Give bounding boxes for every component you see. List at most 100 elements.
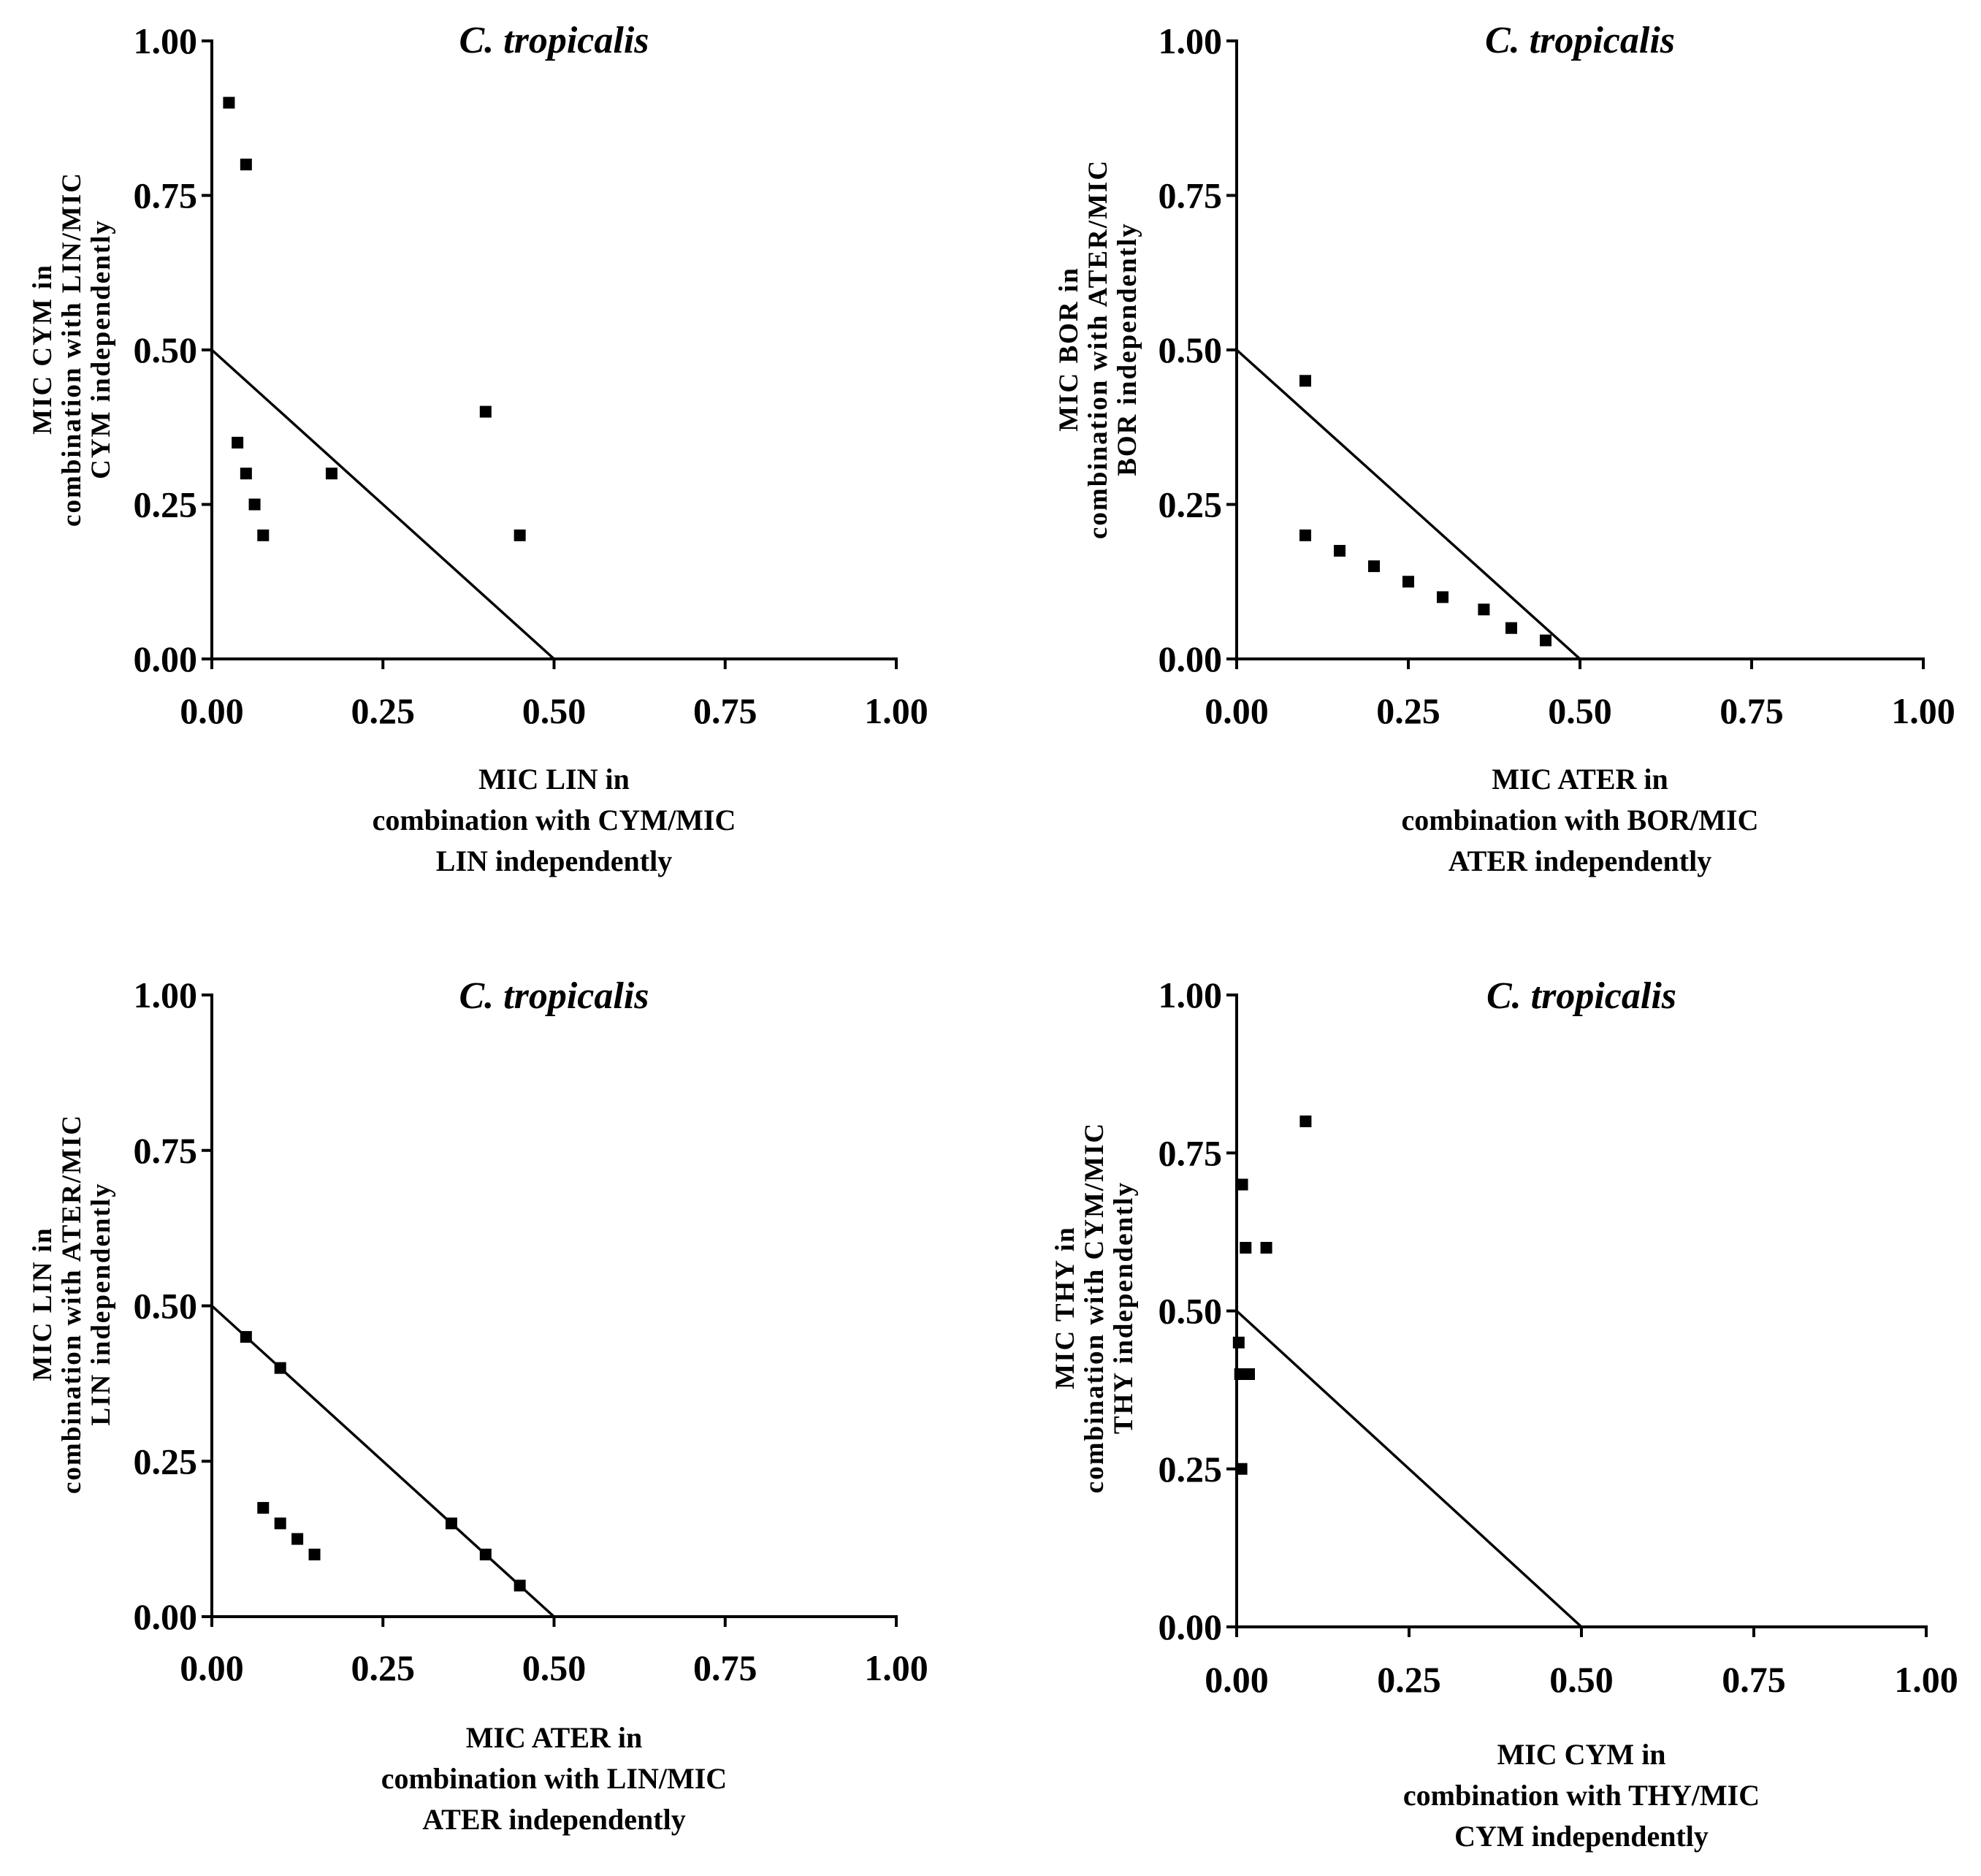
y-tick-label: 0.25 — [1159, 1449, 1223, 1490]
data-point — [1232, 1336, 1245, 1349]
data-point — [325, 468, 337, 480]
y-axis-label: MIC LIN in — [28, 1227, 58, 1381]
y-tick-label: 0.50 — [1159, 329, 1223, 370]
data-point — [1368, 560, 1380, 573]
data-point — [232, 436, 244, 449]
x-axis-label: combination with BOR/MIC — [1402, 804, 1759, 836]
additivity-line — [1235, 1310, 1583, 1628]
y-tick-label: 1.00 — [1159, 20, 1223, 61]
x-tick-label: 0.25 — [1377, 1659, 1441, 1700]
y-tick-label: 0.00 — [134, 1596, 198, 1637]
y-tick-label: 0.75 — [134, 175, 198, 216]
y-tick-label: 0.00 — [1159, 1606, 1223, 1647]
data-point — [479, 1548, 492, 1560]
data-point — [1260, 1242, 1272, 1254]
chart-title: C. tropicalis — [1486, 975, 1676, 1017]
y-tick-label: 0.25 — [134, 1441, 198, 1482]
data-point — [1334, 544, 1346, 557]
chart-panel-cym-lin: 0.00 0.25 0.50 0.75 1.00 0.00 0.25 0.50 0.75 1.00… — [28, 20, 928, 877]
y-tick-label: 0.50 — [134, 1286, 198, 1327]
chart-title: C. tropicalis — [459, 20, 649, 61]
y-tick-label: 1.00 — [134, 975, 198, 1015]
y-tick-label: 0.75 — [1159, 1132, 1223, 1173]
data-point — [514, 1579, 526, 1592]
y-axis-label: THY independently — [1109, 1181, 1139, 1434]
data-point — [1505, 622, 1517, 634]
data-point — [223, 96, 235, 109]
data-point — [274, 1517, 286, 1530]
x-tick-label: 1.00 — [864, 690, 928, 731]
data-point — [257, 529, 270, 541]
chart-panel-thy-cym: 0.00 0.25 0.50 0.75 1.00 0.00 0.25 0.50 0.75 1.00… — [1050, 975, 1958, 1853]
additivity-line — [210, 1305, 555, 1618]
x-tick-label: 0.50 — [1548, 690, 1612, 731]
y-axis-label: CYM independently — [86, 219, 116, 479]
y-axis-label: MIC THY in — [1050, 1226, 1080, 1389]
y-tick-label: 0.75 — [134, 1130, 198, 1171]
data-point — [240, 1331, 252, 1343]
x-tick-label: 0.75 — [1722, 1659, 1786, 1700]
data-point — [445, 1517, 457, 1530]
x-tick-label: 0.25 — [351, 1647, 416, 1688]
x-tick-label: 0.25 — [1376, 690, 1440, 731]
y-tick-label: 0.25 — [1159, 484, 1223, 525]
x-axis-label: MIC CYM in — [1497, 1738, 1665, 1771]
data-point — [1236, 1178, 1248, 1191]
y-axis-label: combination with CYM/MIC — [1080, 1122, 1110, 1493]
x-axis-label: MIC ATER in — [1492, 763, 1668, 796]
x-tick-label: 1.00 — [1891, 690, 1955, 731]
additivity-line — [210, 348, 555, 660]
y-axis-label: LIN independently — [86, 1182, 116, 1425]
y-axis-label: MIC BOR in — [1054, 267, 1084, 432]
y-tick-label: 0.00 — [1159, 638, 1223, 679]
x-tick-label: 1.00 — [1894, 1659, 1958, 1700]
data-point — [1402, 576, 1414, 588]
x-tick-label: 0.50 — [522, 690, 587, 731]
data-point — [308, 1548, 321, 1560]
x-axis-label: ATER independently — [1448, 844, 1711, 877]
chart-title: C. tropicalis — [459, 975, 649, 1017]
data-point — [1437, 591, 1448, 603]
y-axis-label: combination with ATER/MIC — [1083, 159, 1113, 539]
x-axis-label: combination with THY/MIC — [1403, 1779, 1760, 1812]
data-point — [1299, 1116, 1312, 1127]
additivity-line — [1235, 348, 1581, 660]
data-point — [1299, 529, 1311, 541]
x-tick-label: 0.00 — [180, 690, 244, 731]
data-point — [479, 405, 492, 418]
x-tick-label: 1.00 — [864, 1647, 928, 1688]
x-tick-label: 0.00 — [180, 1647, 244, 1688]
x-tick-label: 0.25 — [351, 690, 416, 731]
y-tick-label: 0.25 — [134, 484, 198, 525]
y-axis-label: combination with ATER/MIC — [57, 1114, 87, 1494]
x-axis-label: CYM independently — [1454, 1820, 1709, 1853]
x-tick-label: 0.50 — [522, 1647, 587, 1688]
data-point — [240, 468, 252, 480]
y-tick-label: 0.75 — [1159, 175, 1223, 216]
data-point — [1243, 1368, 1255, 1380]
x-tick-label: 0.75 — [693, 690, 757, 731]
x-tick-label: 0.00 — [1205, 690, 1269, 731]
data-point — [274, 1362, 286, 1374]
chart-panel-bor-ater: 0.00 0.25 0.50 0.75 1.00 0.00 0.25 0.50 0.75 1.00… — [1054, 20, 1955, 877]
x-tick-label: 0.00 — [1205, 1659, 1269, 1700]
x-axis-label: ATER independently — [422, 1803, 685, 1836]
y-tick-label: 1.00 — [134, 20, 198, 61]
y-tick-label: 0.00 — [134, 638, 198, 679]
x-axis-label: MIC ATER in — [466, 1721, 643, 1754]
y-tick-label: 1.00 — [1159, 975, 1223, 1015]
data-point — [514, 529, 526, 541]
y-axis-label: MIC CYM in — [28, 264, 58, 435]
y-tick-label: 0.50 — [1159, 1291, 1223, 1332]
x-tick-label: 0.75 — [1719, 690, 1784, 731]
y-axis-label: combination with LIN/MIC — [57, 172, 87, 527]
x-axis-label: MIC LIN in — [478, 763, 630, 796]
x-axis-label: combination with LIN/MIC — [381, 1762, 727, 1795]
y-axis-label: BOR independently — [1112, 222, 1142, 476]
chart-title: C. tropicalis — [1485, 20, 1675, 61]
x-tick-label: 0.50 — [1549, 1659, 1614, 1700]
data-point — [1235, 1463, 1248, 1475]
data-point — [291, 1533, 304, 1545]
data-point — [240, 159, 252, 171]
